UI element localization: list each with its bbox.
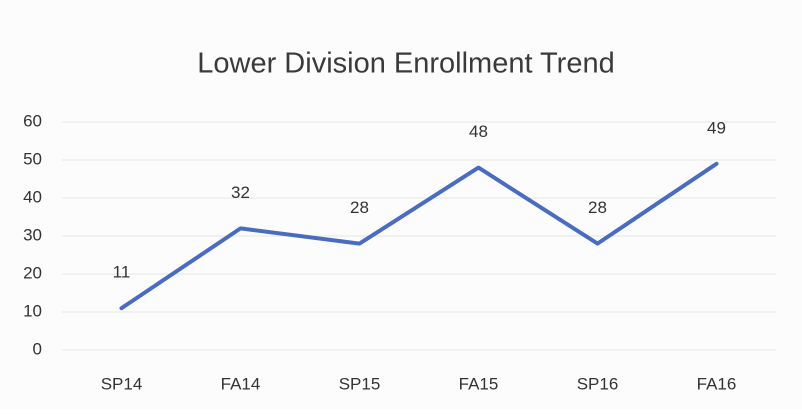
x-tick-label: SP14 <box>101 374 143 393</box>
data-label: 11 <box>113 263 131 282</box>
data-label: 48 <box>469 122 488 141</box>
data-label: 32 <box>231 183 250 202</box>
data-label: 28 <box>588 198 607 217</box>
data-label: 28 <box>350 198 369 217</box>
line <box>119 161 719 311</box>
y-tick-label: 20 <box>23 263 42 282</box>
y-tick-label: 30 <box>23 225 42 244</box>
data-label: 49 <box>707 118 726 137</box>
x-tick-label: FA14 <box>221 374 261 393</box>
y-tick-label: 60 <box>23 111 42 130</box>
chart-title: Lower Division Enrollment Trend <box>197 48 614 80</box>
x-tick-label: SP15 <box>339 374 381 393</box>
x-tick-label: SP16 <box>577 374 619 393</box>
x-tick-label: FA16 <box>697 374 737 393</box>
y-tick-label: 40 <box>23 187 42 206</box>
y-tick-label: 0 <box>33 339 42 358</box>
x-tick-label: FA15 <box>459 374 499 393</box>
y-tick-label: 10 <box>23 301 42 320</box>
y-tick-label: 50 <box>23 149 42 168</box>
